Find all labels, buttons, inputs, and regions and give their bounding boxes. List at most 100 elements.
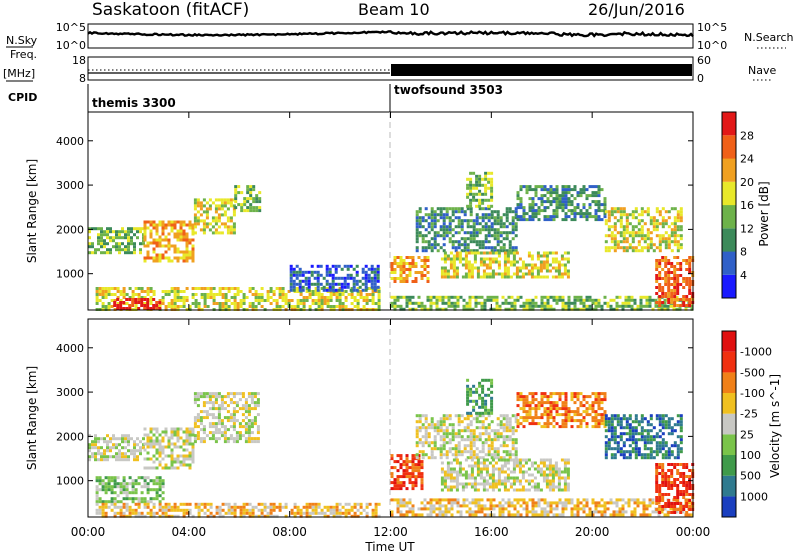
heatmap-cell [634, 510, 637, 513]
heatmap-cell [507, 255, 510, 258]
heatmap-cell [415, 475, 418, 478]
heatmap-cell [400, 256, 403, 259]
heatmap-cell [522, 459, 525, 462]
heatmap-cell [424, 262, 427, 265]
heatmap-cell [133, 242, 136, 245]
heatmap-cell [677, 216, 680, 219]
heatmap-cell [492, 270, 495, 273]
heatmap-cell [177, 305, 180, 308]
heatmap-cell [425, 234, 428, 237]
heatmap-cell [200, 213, 203, 216]
heatmap-cell [674, 207, 677, 210]
heatmap-cell [649, 296, 652, 299]
heatmap-cell [567, 489, 570, 492]
heatmap-cell [233, 428, 236, 431]
heatmap-cell [526, 510, 529, 513]
heatmap-cell [418, 472, 421, 475]
heatmap-cell [547, 413, 550, 416]
heatmap-cell [515, 438, 518, 441]
heatmap-cell [236, 419, 239, 422]
heatmap-cell [471, 459, 474, 462]
heatmap-cell [564, 270, 567, 273]
heatmap-cell [598, 501, 601, 504]
heatmap-cell [212, 201, 215, 204]
heatmap-cell [550, 422, 553, 425]
heatmap-cell [215, 228, 218, 231]
heatmap-cell [625, 305, 628, 308]
heatmap-cell [162, 440, 165, 443]
heatmap-cell [485, 438, 488, 441]
heatmap-cell [222, 305, 225, 308]
heatmap-cell [305, 280, 308, 283]
heatmap-cell [391, 487, 394, 490]
heatmap-cell [254, 440, 257, 443]
heatmap-cell [441, 273, 444, 276]
heatmap-cell [111, 488, 114, 491]
heatmap-cell [661, 256, 664, 259]
heatmap-cell [308, 271, 311, 274]
heatmap-cell [454, 296, 457, 299]
heatmap-cell [171, 227, 174, 230]
heatmap-cell [650, 237, 653, 240]
heatmap-cell [513, 480, 516, 483]
heatmap-cell [224, 198, 227, 201]
heatmap-cell [168, 506, 171, 509]
heatmap-cell [467, 243, 470, 246]
heatmap-cell [559, 197, 562, 200]
heatmap-cell [440, 447, 443, 450]
heatmap-cell [498, 459, 501, 462]
heatmap-cell [515, 453, 518, 456]
heatmap-cell [230, 413, 233, 416]
heatmap-cell [475, 296, 478, 299]
heatmap-cell [156, 497, 159, 500]
heatmap-cell [354, 299, 357, 302]
heatmap-cell [240, 209, 243, 212]
heatmap-cell [192, 431, 195, 434]
heatmap-cell [646, 513, 649, 516]
heatmap-cell [646, 507, 649, 510]
heatmap-cell [604, 510, 607, 513]
heatmap-cell [416, 426, 419, 429]
heatmap-cell [197, 434, 200, 437]
heatmap-cell [371, 280, 374, 283]
heatmap-cell [437, 234, 440, 237]
heatmap-cell [499, 507, 502, 510]
heatmap-cell [96, 503, 99, 506]
heatmap-cell [472, 187, 475, 190]
heatmap-cell [258, 197, 261, 200]
heatmap-cell [234, 206, 237, 209]
heatmap-cell [136, 230, 139, 233]
heatmap-cell [215, 437, 218, 440]
heatmap-cell [391, 466, 394, 469]
heatmap-cell [523, 410, 526, 413]
heatmap-cell [653, 216, 656, 219]
heatmap-cell [333, 305, 336, 308]
heatmap-cell [567, 468, 570, 471]
heatmap-cell [451, 513, 454, 516]
heatmap-cell [476, 228, 479, 231]
heatmap-cell [543, 465, 546, 468]
heatmap-cell [215, 422, 218, 425]
heatmap-cell [416, 213, 419, 216]
heatmap-cell [485, 246, 488, 249]
heatmap-cell [474, 465, 477, 468]
heatmap-cell [531, 270, 534, 273]
heatmap-cell [227, 428, 230, 431]
heatmap-cell [469, 184, 472, 187]
heatmap-cell [177, 233, 180, 236]
heatmap-cell [183, 254, 186, 257]
heatmap-cell [189, 443, 192, 446]
heatmap-cell [147, 287, 150, 290]
heatmap-cell [465, 252, 468, 255]
heatmap-cell [471, 483, 474, 486]
heatmap-cell [406, 262, 409, 265]
heatmap-cell [516, 465, 519, 468]
heatmap-cell [449, 219, 452, 222]
heatmap-cell [509, 453, 512, 456]
heatmap-cell [183, 512, 186, 515]
heatmap-cell [580, 212, 583, 215]
heatmap-cell [121, 434, 124, 437]
heatmap-cell [520, 504, 523, 507]
heatmap-cell [447, 471, 450, 474]
heatmap-cell [341, 277, 344, 280]
